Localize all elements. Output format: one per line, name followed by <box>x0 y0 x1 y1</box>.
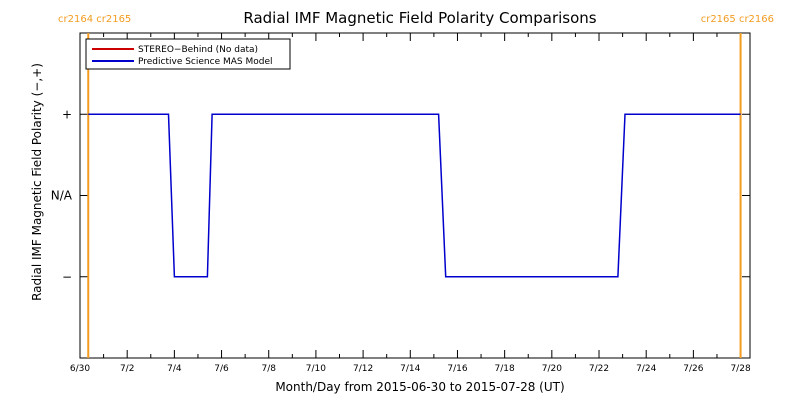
x-tick-label: 7/2 <box>120 364 134 374</box>
x-tick-label: 7/10 <box>306 364 326 374</box>
chart-title: Radial IMF Magnetic Field Polarity Compa… <box>243 9 596 27</box>
x-tick-label: 7/24 <box>636 364 656 374</box>
y-ticks: − N/A + <box>51 107 750 284</box>
x-tick-label: 7/12 <box>353 364 373 374</box>
x-tick-label: 7/22 <box>589 364 609 374</box>
x-tick-label: 7/26 <box>683 364 703 374</box>
y-tick-label: N/A <box>51 189 73 203</box>
carrington-markers: cr2164 cr2165 cr2165 cr2166 <box>58 14 774 358</box>
y-tick-label: + <box>62 107 72 121</box>
x-tick-label: 7/6 <box>214 364 229 374</box>
legend-box <box>85 38 291 70</box>
legend-label-mas: Predictive Science MAS Model <box>138 57 273 67</box>
y-axis-label: Radial IMF Magnetic Field Polarity (−,+) <box>30 63 44 301</box>
carrington-marker-label: cr2165 cr2166 <box>701 14 774 25</box>
plot-frame <box>79 32 751 359</box>
x-axis-label: Month/Day from 2015-06-30 to 2015-07-28 … <box>275 380 564 394</box>
carrington-marker-label: cr2164 cr2165 <box>58 14 131 25</box>
y-tick-label: − <box>62 270 72 284</box>
x-tick-label: 7/4 <box>167 364 182 374</box>
x-tick-label: 7/8 <box>261 364 276 374</box>
x-tick-label: 7/28 <box>730 364 750 374</box>
x-tick-label: 7/20 <box>542 364 562 374</box>
x-tick-label: 6/30 <box>70 364 90 374</box>
x-ticks: 6/30 7/2 7/4 7/6 7/8 7/10 7/12 7/14 7/16 7/18 7/20… <box>70 33 751 374</box>
x-tick-label: 7/14 <box>400 364 420 374</box>
legend: STEREO−Behind (No data) Predictive Scien… <box>85 38 291 70</box>
legend-label-stereo: STEREO−Behind (No data) <box>138 45 258 55</box>
series-line-mas-model <box>88 113 741 278</box>
series-group <box>88 113 741 278</box>
x-tick-label: 7/18 <box>495 364 515 374</box>
x-tick-label: 7/16 <box>447 364 467 374</box>
